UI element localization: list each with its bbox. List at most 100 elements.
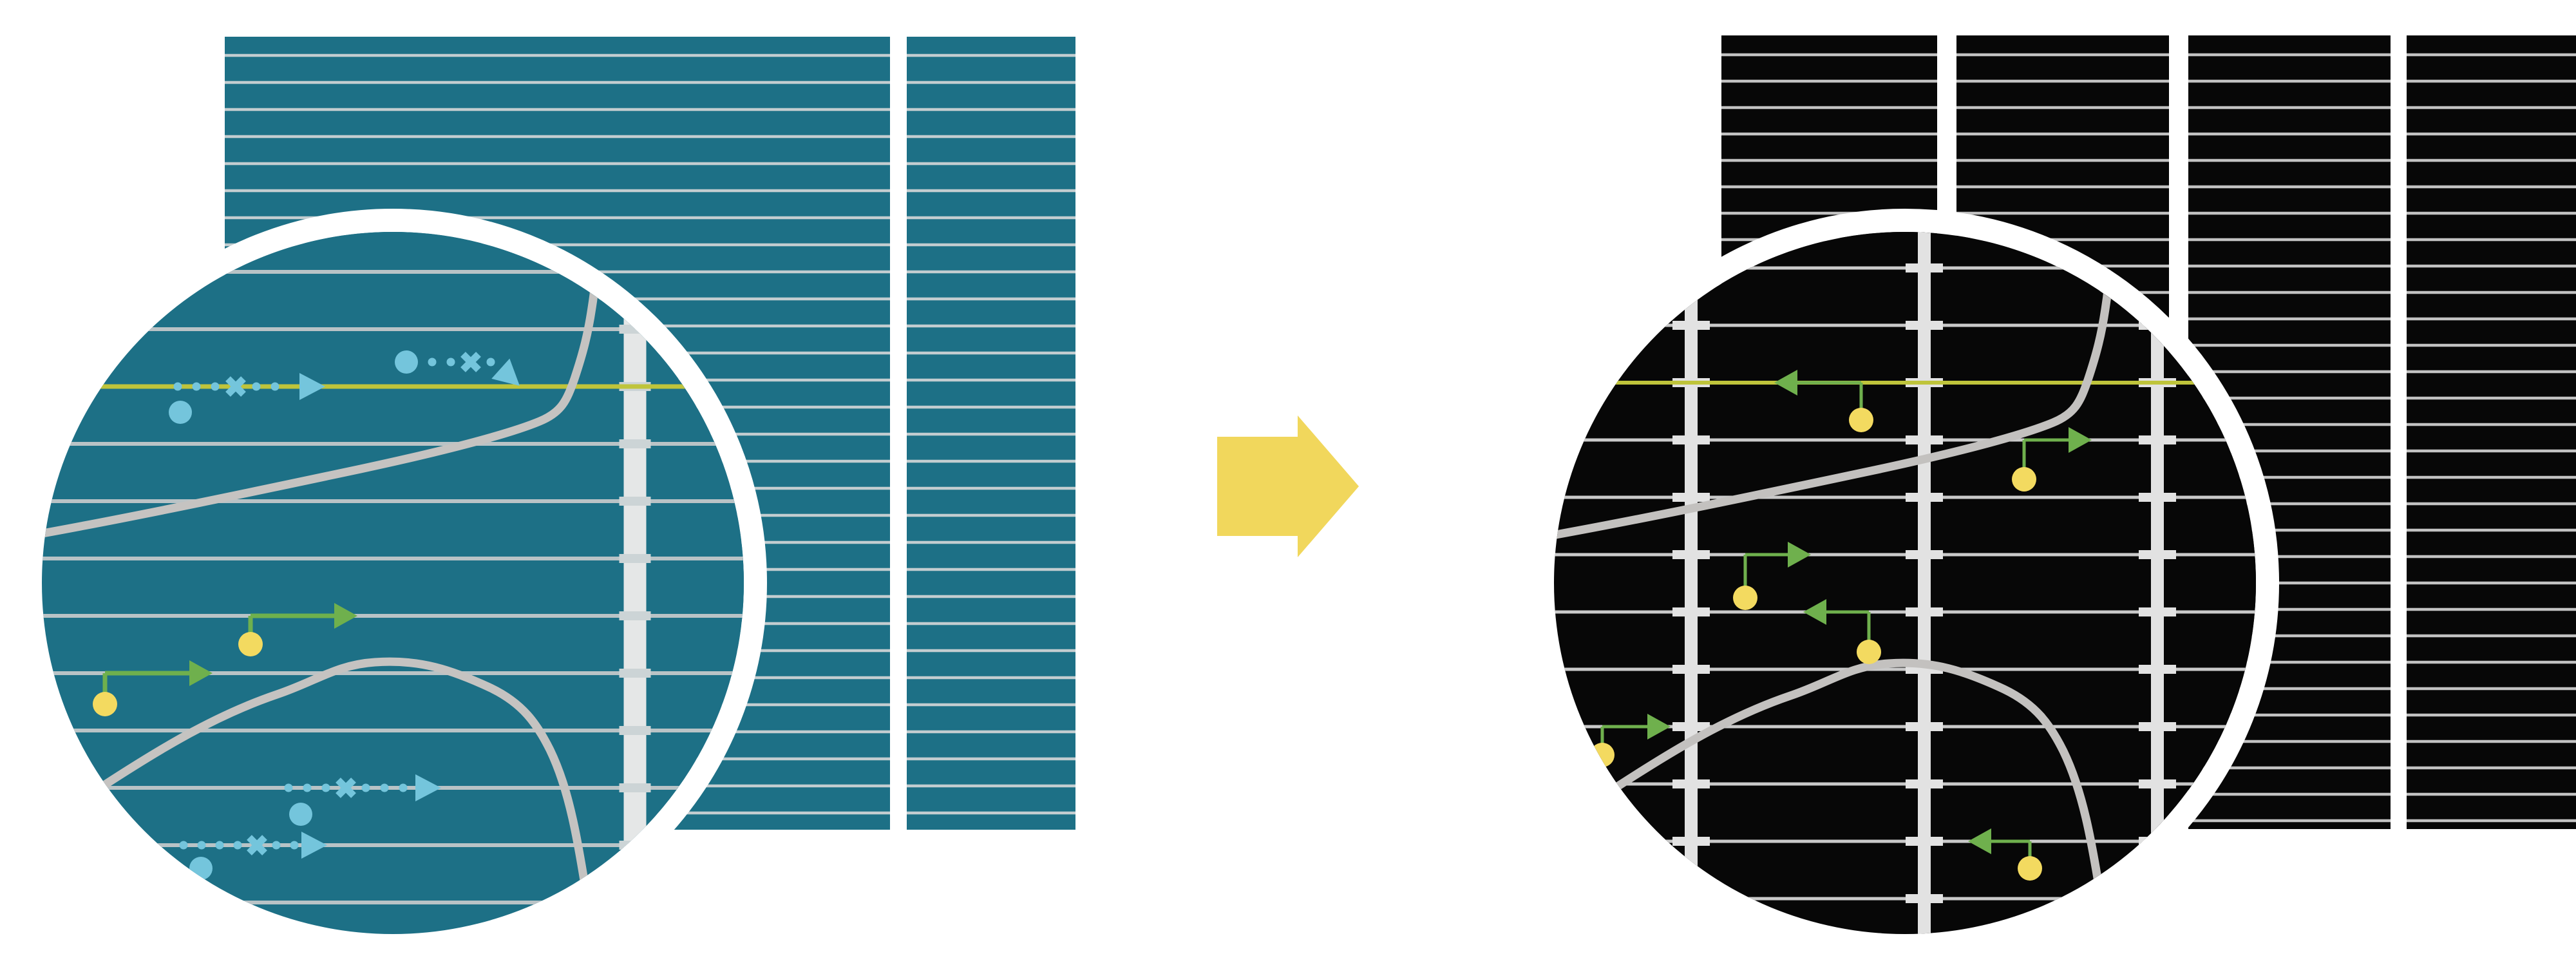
grain-boundary-curve bbox=[42, 232, 603, 538]
busbar-pad bbox=[2139, 607, 2176, 616]
collection-arrowhead-icon bbox=[334, 603, 357, 629]
busbar-pad bbox=[1906, 493, 1943, 502]
transform-arrow-icon bbox=[1217, 415, 1359, 557]
busbar-pad bbox=[619, 669, 651, 678]
busbar bbox=[623, 232, 647, 934]
electron-dot bbox=[428, 358, 437, 367]
blocked-arrowhead-icon bbox=[415, 774, 441, 801]
electron-dot bbox=[233, 841, 242, 850]
busbar-pad bbox=[1906, 894, 1943, 903]
magnifier-lens-surface bbox=[1554, 232, 2256, 934]
busbar-pad bbox=[2139, 493, 2176, 502]
busbar-pad bbox=[619, 439, 651, 448]
collection-arrowhead-icon bbox=[1968, 828, 1991, 854]
busbar-pad bbox=[1672, 435, 1710, 444]
busbar-pad bbox=[1906, 550, 1943, 559]
collected-carrier-trace bbox=[1774, 370, 1873, 432]
electron-dot bbox=[284, 783, 293, 792]
blocked-electron-trace bbox=[395, 350, 520, 386]
busbar-pad bbox=[1906, 837, 1943, 846]
busbar-pad bbox=[1906, 435, 1943, 444]
right-cell-surface bbox=[2407, 35, 2576, 829]
blocking-cross-icon bbox=[336, 778, 356, 798]
busbar-pad bbox=[1672, 665, 1710, 674]
busbar-pad bbox=[1906, 263, 1943, 272]
magnifier-content bbox=[1554, 232, 2256, 934]
collection-arrowhead-icon bbox=[1647, 714, 1671, 740]
blocked-arrowhead-icon bbox=[299, 373, 325, 400]
electron-dot bbox=[303, 783, 312, 792]
grain-boundary-curve bbox=[1554, 232, 2116, 539]
carrier-circle bbox=[238, 632, 263, 656]
magnifier-left bbox=[19, 209, 767, 957]
collected-carrier-trace bbox=[238, 603, 357, 656]
magnifier-right bbox=[1531, 209, 2279, 957]
collection-arrowhead-icon bbox=[1774, 370, 1797, 396]
busbar-pad bbox=[1672, 837, 1710, 846]
electron-circle bbox=[395, 350, 418, 374]
electron-dot bbox=[215, 841, 224, 850]
busbar-pad bbox=[1906, 722, 1943, 731]
carrier-circle bbox=[2012, 467, 2036, 492]
busbar bbox=[1685, 232, 1698, 934]
busbar-pad bbox=[1672, 321, 1710, 330]
busbar-pad bbox=[1906, 321, 1943, 330]
busbar-pad bbox=[619, 497, 651, 506]
blocked-electron-trace bbox=[284, 774, 441, 826]
collection-arrowhead-icon bbox=[1788, 542, 1811, 568]
collection-arrowhead-icon bbox=[2069, 427, 2092, 453]
busbar-pad bbox=[619, 783, 651, 792]
electron-dot bbox=[211, 382, 220, 391]
busbar-pad bbox=[619, 726, 651, 735]
collection-arrowhead-icon bbox=[189, 660, 213, 686]
blocked-electron-trace bbox=[169, 373, 325, 424]
electron-dot bbox=[252, 382, 261, 391]
magnifier-lens-surface bbox=[42, 232, 744, 934]
electron-dot bbox=[446, 358, 455, 367]
blocking-cross-icon bbox=[247, 835, 267, 855]
collected-carrier-trace bbox=[1803, 599, 1881, 664]
electron-dot bbox=[290, 841, 299, 850]
carrier-circle bbox=[1849, 408, 1873, 432]
electron-dot bbox=[270, 382, 279, 391]
electron-dot bbox=[197, 841, 206, 850]
busbar-pad bbox=[2139, 779, 2176, 788]
magnifier-content bbox=[42, 232, 744, 934]
busbar-pad bbox=[2139, 435, 2176, 444]
collected-carrier-trace bbox=[1733, 542, 1811, 610]
collected-carrier-trace bbox=[2012, 427, 2092, 492]
electron-dot bbox=[192, 382, 201, 391]
carrier-circle bbox=[1857, 640, 1881, 664]
busbar-pad bbox=[619, 554, 651, 563]
blocking-cross-icon bbox=[225, 376, 246, 397]
blocked-arrowhead-icon bbox=[491, 358, 520, 386]
electron-dot bbox=[321, 783, 330, 792]
busbar-pad bbox=[1906, 779, 1943, 788]
electron-dot bbox=[380, 783, 389, 792]
busbar bbox=[1918, 232, 1931, 934]
blocking-cross-icon bbox=[460, 352, 481, 372]
busbar-pad bbox=[1672, 607, 1710, 616]
busbar-pad bbox=[1672, 550, 1710, 559]
busbar-pad bbox=[2139, 550, 2176, 559]
right-cell-column bbox=[2407, 35, 2576, 829]
electron-dot bbox=[361, 783, 370, 792]
electron-circle bbox=[289, 803, 312, 826]
blocked-arrowhead-icon bbox=[301, 832, 327, 859]
grain-boundary-curve bbox=[1612, 658, 2107, 910]
collected-carrier-trace bbox=[93, 660, 213, 716]
left-cell-strip bbox=[907, 37, 1075, 830]
grain-boundary-curve bbox=[99, 657, 597, 934]
carrier-circle bbox=[1733, 586, 1757, 610]
electron-dot bbox=[179, 841, 188, 850]
magnifier-ring bbox=[19, 209, 767, 957]
busbar-pad bbox=[2139, 722, 2176, 731]
busbar-pad bbox=[1672, 493, 1710, 502]
busbar-pad bbox=[1672, 779, 1710, 788]
collected-carrier-trace bbox=[1968, 828, 2042, 881]
carrier-circle bbox=[2018, 856, 2042, 881]
busbar-pad bbox=[619, 611, 651, 620]
electron-dot bbox=[272, 841, 281, 850]
